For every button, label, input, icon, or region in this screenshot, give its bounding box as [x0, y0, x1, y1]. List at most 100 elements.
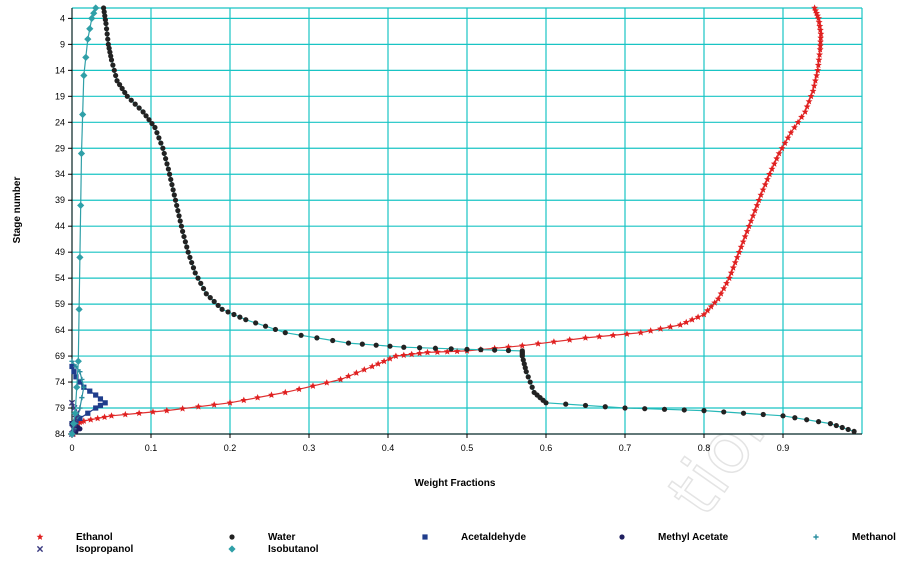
- data-point-acetaldehyde: [85, 410, 91, 416]
- y-tick-label: 79: [55, 403, 65, 413]
- data-point-ethanol: [711, 299, 719, 306]
- data-point-isobutanol: [86, 25, 94, 33]
- data-point-ethanol: [443, 348, 451, 355]
- data-point-ethanol: [408, 350, 416, 358]
- data-point-water: [156, 135, 162, 141]
- grid: [71, 7, 863, 435]
- data-point-ethanol: [714, 295, 722, 302]
- data-point-water: [839, 424, 845, 431]
- data-point-ethanol: [739, 238, 747, 245]
- data-point-ethanol: [816, 22, 824, 30]
- data-point-water: [563, 401, 569, 407]
- data-point-ethanol: [309, 382, 317, 389]
- data-point-water: [175, 208, 181, 214]
- legend-marker-acetaldehyde: [422, 534, 428, 540]
- x-tick-label: 0.2: [224, 443, 237, 453]
- data-point-ethanol: [813, 9, 820, 17]
- data-point-water: [171, 192, 177, 198]
- data-point-isobutanol: [82, 53, 90, 61]
- data-point-ethanol: [753, 201, 761, 209]
- data-point-water: [701, 408, 707, 414]
- data-point-water: [529, 384, 535, 390]
- data-point-water: [827, 421, 834, 427]
- data-point-water: [158, 140, 164, 146]
- data-point-water: [180, 228, 186, 234]
- data-point-water: [520, 357, 526, 363]
- data-point-ethanol: [534, 340, 542, 347]
- data-point-acetaldehyde: [77, 379, 83, 385]
- data-point-acetaldehyde: [93, 405, 99, 411]
- data-point-water: [195, 275, 201, 281]
- data-point-water: [103, 20, 109, 27]
- data-point-ethanol: [768, 165, 776, 172]
- data-point-ethanol: [747, 217, 755, 224]
- data-point-ethanol: [778, 144, 786, 152]
- data-point-ethanol: [770, 160, 778, 167]
- data-point-water: [237, 314, 243, 320]
- x-tick-label: 0: [69, 443, 74, 453]
- data-point-ethanol: [766, 170, 773, 178]
- data-point-water: [780, 413, 786, 419]
- data-point-water: [181, 233, 187, 240]
- data-point-ethanol: [794, 118, 802, 126]
- data-point-ethanol: [368, 362, 376, 370]
- data-point-water: [642, 406, 648, 412]
- data-point-ethanol: [386, 355, 394, 362]
- data-point-ethanol: [816, 51, 823, 58]
- legend-item-water: Water: [229, 532, 296, 543]
- data-point-ethanol: [453, 347, 461, 355]
- data-point-water: [136, 105, 142, 111]
- data-point-water: [522, 365, 528, 371]
- data-point-ethanol: [210, 401, 218, 408]
- data-point-water: [166, 171, 173, 177]
- data-point-ethanol: [816, 46, 824, 53]
- data-point-ethanol: [811, 4, 818, 11]
- data-point-water: [103, 26, 110, 32]
- data-point-methanol: [79, 395, 85, 401]
- data-point-ethanol: [550, 338, 558, 345]
- data-point-ethanol: [743, 227, 751, 235]
- data-point-water: [113, 72, 119, 79]
- data-point-ethanol: [751, 207, 759, 214]
- data-point-ethanol: [595, 333, 603, 340]
- data-point-water: [478, 347, 484, 353]
- data-point-ethanol: [268, 391, 275, 398]
- data-point-ethanol: [700, 310, 708, 318]
- data-point-water: [721, 409, 727, 415]
- data-point-water: [225, 309, 231, 315]
- data-point-water: [104, 31, 110, 37]
- data-point-water: [432, 345, 438, 351]
- data-point-ethanol: [735, 248, 743, 256]
- data-point-ethanol: [416, 349, 423, 357]
- legend-label-acetaldehyde: Acetaldehyde: [461, 532, 526, 543]
- data-point-water: [105, 41, 111, 47]
- data-point-water: [401, 344, 407, 350]
- data-point-acetaldehyde: [87, 388, 93, 394]
- data-point-water: [198, 280, 204, 286]
- data-point-ethanol: [694, 313, 702, 320]
- data-point-water: [169, 182, 175, 188]
- y-tick-label: 29: [55, 143, 65, 153]
- data-point-water: [116, 82, 123, 88]
- data-point-water: [792, 415, 798, 421]
- legend-item-isobutanol: Isobutanol: [228, 544, 319, 555]
- y-tick-label: 59: [55, 299, 65, 309]
- data-point-ethanol: [582, 334, 589, 341]
- legend: Ethanol Water Acetaldehyde Methyl Acetate Me…: [36, 532, 896, 555]
- legend-item-isopropanol: Isopropanol: [36, 544, 133, 555]
- data-point-water: [527, 379, 533, 385]
- data-point-water: [253, 320, 259, 326]
- data-point-ethanol: [764, 175, 771, 183]
- data-point-ethanol: [400, 351, 408, 359]
- data-point-water: [101, 5, 107, 11]
- data-point-ethanol: [374, 360, 382, 367]
- data-point-water: [417, 345, 423, 351]
- y-tick-label: 19: [55, 91, 65, 101]
- data-point-isobutanol: [84, 35, 92, 43]
- data-point-water: [505, 347, 512, 354]
- data-point-water: [314, 335, 320, 341]
- data-point-ethanol: [609, 331, 617, 339]
- data-point-water: [108, 53, 114, 59]
- data-point-isobutanol: [68, 430, 76, 438]
